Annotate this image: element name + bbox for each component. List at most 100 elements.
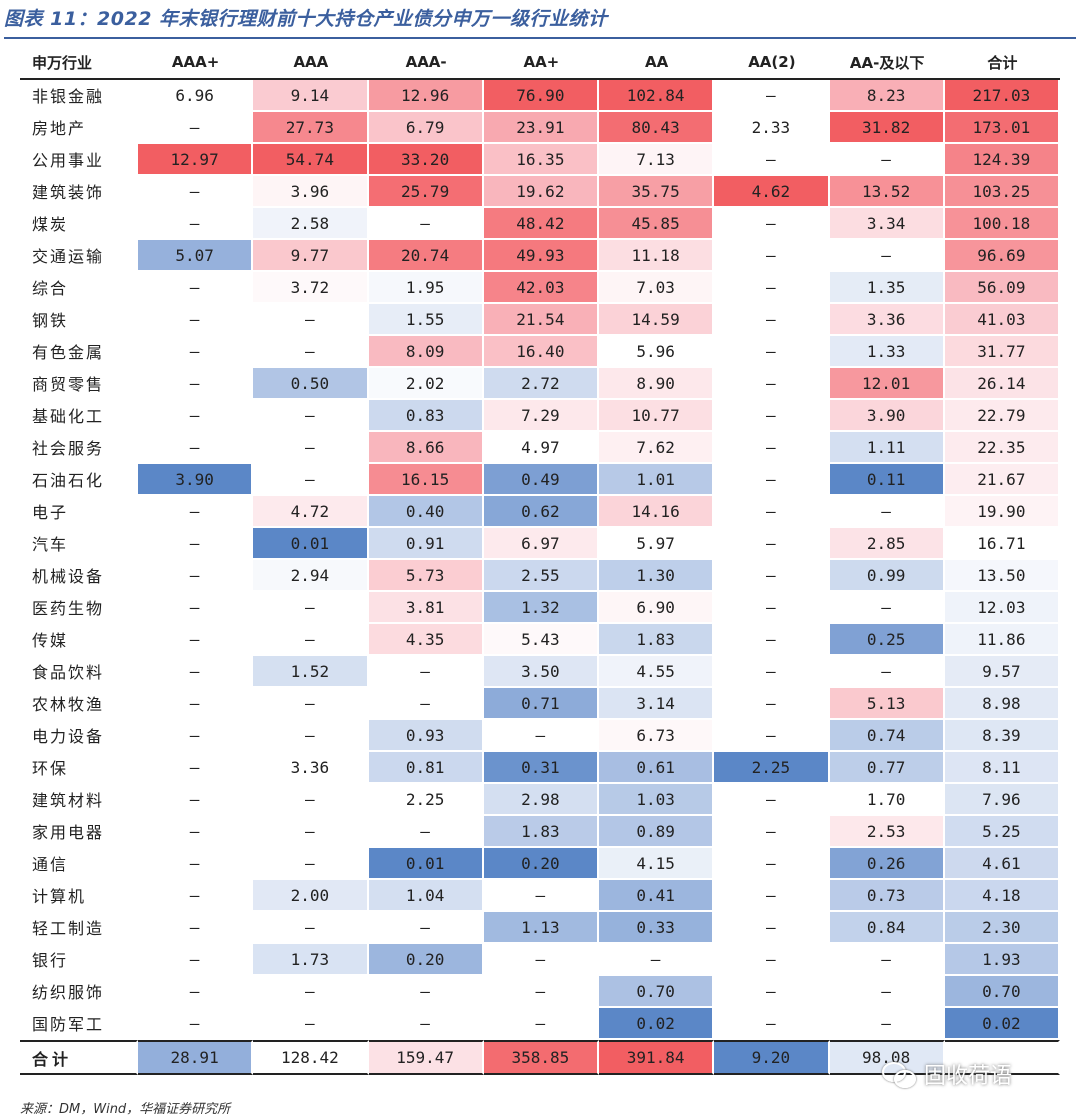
header-aaa-minus: AAA-: [368, 46, 484, 80]
table-row: 环保 –3.36 0.81 0.31 0.61 2.25 0.77 8.11: [20, 752, 1060, 784]
value-cell: 1.03: [599, 784, 715, 816]
value-cell: 3.14: [599, 688, 715, 720]
value-cell: –: [253, 688, 369, 720]
value-cell: –: [253, 848, 369, 880]
value-cell: –: [714, 720, 830, 752]
table-row: 煤炭 –2.58–48.42 45.85–3.34 100.18: [20, 208, 1060, 240]
industry-name: 综合: [20, 272, 138, 304]
industry-name: 国防军工: [20, 1008, 138, 1040]
table-row: 电力设备 – –0.93–6.73–0.74 8.39: [20, 720, 1060, 752]
value-cell: 2.72: [483, 368, 599, 400]
value-cell: 2.94: [253, 560, 369, 592]
table-row: 计算机 –2.00 1.04–0.41–0.73 4.18: [20, 880, 1060, 912]
value-cell: 0.41: [599, 880, 715, 912]
value-cell: –: [714, 976, 830, 1008]
header-total: 合计: [944, 46, 1060, 80]
value-cell: 28.91: [138, 1040, 254, 1075]
value-cell: –: [138, 592, 254, 624]
value-cell: –: [253, 336, 369, 368]
value-cell: 0.84: [829, 912, 945, 944]
value-cell: –: [138, 784, 254, 816]
table-row: 综合 –3.72 1.95 42.03 7.03–1.35 56.09: [20, 272, 1060, 304]
table-row: 建筑材料 – –2.25 2.98 1.03–1.70 7.96: [20, 784, 1060, 816]
value-cell: 0.70: [944, 976, 1060, 1008]
header-aa-plus: AA+: [483, 46, 599, 80]
value-cell: –: [138, 336, 254, 368]
value-cell: –: [368, 976, 484, 1008]
industry-name: 基础化工: [20, 400, 138, 432]
value-cell: –: [253, 720, 369, 752]
value-cell: –: [253, 400, 369, 432]
value-cell: 10.77: [599, 400, 715, 432]
value-cell: 21.67: [944, 464, 1060, 496]
title-divider: [4, 37, 1076, 39]
value-cell: –: [714, 1008, 830, 1040]
value-cell: 41.03: [944, 304, 1060, 336]
value-cell: 0.01: [253, 528, 369, 560]
value-cell: 3.36: [253, 752, 369, 784]
value-cell: 2.98: [483, 784, 599, 816]
value-cell: –: [138, 272, 254, 304]
value-cell: –: [368, 656, 484, 688]
value-cell: 4.61: [944, 848, 1060, 880]
value-cell: 1.55: [368, 304, 484, 336]
value-cell: 49.93: [483, 240, 599, 272]
value-cell: 0.11: [829, 464, 945, 496]
value-cell: 1.13: [483, 912, 599, 944]
value-cell: 0.61: [599, 752, 715, 784]
value-cell: 0.89: [599, 816, 715, 848]
wechat-icon: [882, 1060, 916, 1088]
header-aaa-plus: AAA+: [138, 46, 254, 80]
table-row: 轻工制造 – – –1.13 0.33–0.84 2.30: [20, 912, 1060, 944]
value-cell: 0.71: [483, 688, 599, 720]
value-cell: 2.58: [253, 208, 369, 240]
value-cell: 0.40: [368, 496, 484, 528]
table-row: 基础化工 – –0.83 7.29 10.77–3.90 22.79: [20, 400, 1060, 432]
industry-name: 商贸零售: [20, 368, 138, 400]
value-cell: 42.03: [483, 272, 599, 304]
industry-name: 纺织服饰: [20, 976, 138, 1008]
value-cell: 0.62: [483, 496, 599, 528]
value-cell: [944, 1040, 1060, 1075]
value-cell: 4.62: [714, 176, 830, 208]
value-cell: –: [138, 304, 254, 336]
value-cell: –: [599, 944, 715, 976]
value-cell: –: [138, 752, 254, 784]
value-cell: –: [138, 816, 254, 848]
value-cell: 12.01: [829, 368, 945, 400]
value-cell: 13.50: [944, 560, 1060, 592]
value-cell: 25.79: [368, 176, 484, 208]
table-row: 电子 –4.72 0.40 0.62 14.16– –19.90: [20, 496, 1060, 528]
value-cell: 6.96: [138, 80, 254, 112]
table-row: 石油石化 3.90–16.15 0.49 1.01–0.11 21.67: [20, 464, 1060, 496]
table-row: 通信 – –0.01 0.20 4.15–0.26 4.61: [20, 848, 1060, 880]
value-cell: 0.77: [829, 752, 945, 784]
industry-name: 汽车: [20, 528, 138, 560]
value-cell: –: [138, 880, 254, 912]
industry-name: 建筑装饰: [20, 176, 138, 208]
value-cell: 96.69: [944, 240, 1060, 272]
value-cell: 0.93: [368, 720, 484, 752]
value-cell: –: [714, 624, 830, 656]
value-cell: –: [253, 976, 369, 1008]
value-cell: 9.57: [944, 656, 1060, 688]
value-cell: 3.34: [829, 208, 945, 240]
value-cell: 1.52: [253, 656, 369, 688]
industry-name: 食品饮料: [20, 656, 138, 688]
value-cell: 16.40: [483, 336, 599, 368]
value-cell: –: [368, 208, 484, 240]
industry-name: 钢铁: [20, 304, 138, 336]
value-cell: 7.29: [483, 400, 599, 432]
value-cell: –: [714, 496, 830, 528]
value-cell: –: [253, 1008, 369, 1040]
value-cell: 1.11: [829, 432, 945, 464]
table-row: 钢铁 – –1.55 21.54 14.59–3.36 41.03: [20, 304, 1060, 336]
value-cell: 12.97: [138, 144, 254, 176]
value-cell: 8.66: [368, 432, 484, 464]
value-cell: –: [138, 656, 254, 688]
industry-name: 房地产: [20, 112, 138, 144]
value-cell: 9.14: [253, 80, 369, 112]
value-cell: –: [714, 816, 830, 848]
value-cell: 0.50: [253, 368, 369, 400]
header-aa-minus-below: AA-及以下: [829, 46, 945, 80]
